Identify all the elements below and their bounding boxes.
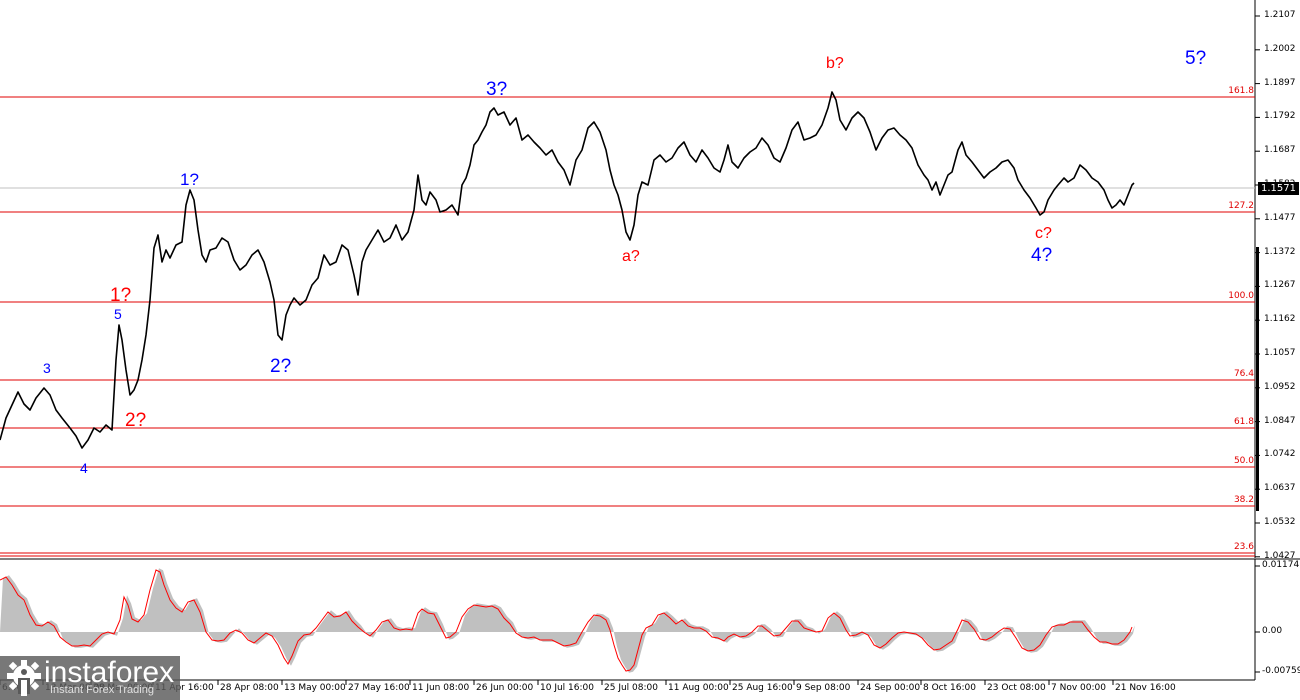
- time-axis-tick-label: 25 Aug 16:00: [732, 683, 793, 693]
- price-axis-tick-label: 1.0952: [1264, 381, 1296, 392]
- price-axis-tick-label: 1.1267: [1264, 280, 1296, 291]
- price-axis-tick-label: 1.0637: [1264, 483, 1296, 494]
- wave-label: 1?: [110, 285, 132, 306]
- price-axis-tick-label: 1.2107: [1264, 10, 1296, 20]
- price-axis-tick-label: 1.1792: [1264, 111, 1296, 122]
- wave-label: c?: [1035, 225, 1052, 242]
- price-axis-tick-label: 1.1057: [1264, 348, 1296, 358]
- indicator-histogram: [0, 568, 1135, 673]
- logo-text: instaforex: [44, 656, 175, 689]
- time-axis-tick-label: 28 Apr 08:00: [220, 683, 279, 693]
- wave-label: 5?: [1185, 48, 1207, 69]
- indicator-axis-tick-label: 0.01174: [1262, 560, 1300, 570]
- time-axis-tick-label: 27 May 16:00: [348, 683, 410, 693]
- indicator-axis-tick-label: -0.00759: [1262, 666, 1300, 676]
- fib-level-label: 50.0: [1233, 456, 1254, 466]
- time-axis-tick-label: 13 May 00:00: [284, 683, 346, 693]
- fibonacci-lines: [0, 96, 1255, 557]
- time-axis-tick-label: 7 Nov 00:00: [1051, 683, 1106, 693]
- wave-label: 5: [114, 306, 122, 322]
- indicator-axis-tick-label: 0.00: [1262, 626, 1283, 636]
- wave-label: 1?: [180, 170, 199, 189]
- time-axis-tick-label: 11 Jun 08:00: [412, 683, 470, 693]
- fib-level-label: 76.4: [1233, 369, 1254, 379]
- instaforex-logo: instaforex Instant Forex Trading: [0, 656, 180, 700]
- price-axis-tick-label: 1.1687: [1264, 145, 1296, 156]
- price-axis-tick-label: 1.0532: [1264, 517, 1296, 527]
- gear-logo-icon: [7, 660, 41, 696]
- price-axis-tick-label: 1.1477: [1264, 212, 1296, 223]
- wave-label: 4?: [1031, 245, 1053, 266]
- fib-level-label: 61.8: [1233, 417, 1254, 427]
- time-axis-tick-label: 26 Jun 00:00: [476, 683, 534, 693]
- price-axis-tick-label: 1.1897: [1264, 77, 1296, 88]
- wave-label: 2?: [270, 356, 292, 377]
- price-axis-tick-label: 1.1372: [1264, 246, 1296, 257]
- fib-level-label: 161.8: [1228, 86, 1254, 96]
- wave-label: b?: [826, 55, 844, 72]
- price-axis-tick-label: 1.0427: [1264, 550, 1296, 561]
- wave-label: 3?: [486, 79, 508, 100]
- time-axis-tick-label: 23 Oct 08:00: [987, 683, 1046, 693]
- scroll-bar-marker[interactable]: [1256, 247, 1259, 511]
- time-axis-tick-label: 21 Nov 16:00: [1115, 683, 1176, 693]
- time-axis-tick-label: 24 Sep 00:00: [860, 683, 921, 693]
- time-axis-tick-label: 9 Sep 08:00: [796, 683, 851, 693]
- axis-tick-marks: [0, 15, 1260, 685]
- fib-level-label: 38.2: [1233, 495, 1254, 505]
- price-axis-tick-label: 1.1162: [1264, 314, 1296, 325]
- wave-label: a?: [622, 248, 640, 265]
- time-axis-tick-label: 11 Aug 00:00: [668, 683, 729, 693]
- price-axis-tick-label: 1.0742: [1264, 449, 1296, 460]
- fib-level-label: 23.6: [1233, 542, 1254, 552]
- wave-label: 4: [80, 460, 88, 476]
- price-series-line: [0, 91, 1135, 449]
- current-price-tag: 1.1571: [1258, 182, 1299, 195]
- time-axis-tick-label: 8 Oct 16:00: [923, 683, 976, 693]
- fib-level-label: 100.0: [1228, 291, 1254, 301]
- price-axis-tick-label: 1.0847: [1264, 415, 1296, 426]
- time-axis-tick-label: 10 Jul 16:00: [540, 683, 594, 693]
- wave-label: 2?: [125, 410, 147, 431]
- wave-label: 3: [43, 360, 51, 376]
- price-axis-tick-label: 1.2002: [1264, 43, 1296, 54]
- indicator-signal-line: [0, 569, 1133, 672]
- time-axis-tick-label: 11 Apr 16:00: [155, 683, 214, 693]
- time-axis-tick-label: 25 Jul 08:00: [604, 683, 658, 693]
- fib-level-label: 127.2: [1228, 201, 1254, 211]
- logo-tagline: Instant Forex Trading: [50, 684, 154, 696]
